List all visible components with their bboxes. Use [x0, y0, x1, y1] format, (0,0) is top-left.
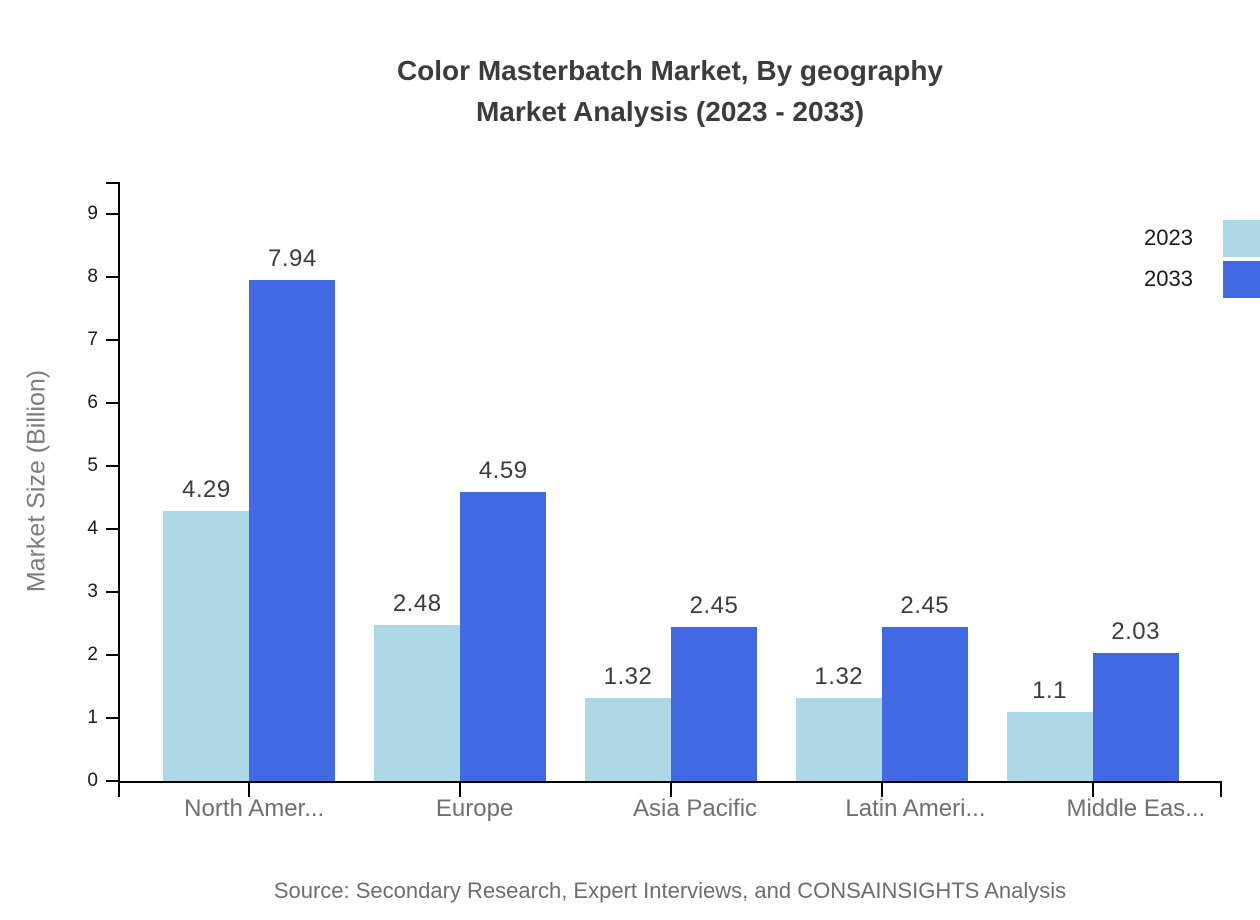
bar-group: 1.32 2.45	[566, 182, 777, 797]
legend-item-2023: 2023	[1144, 219, 1260, 257]
chart-title: Color Masterbatch Market, By geography M…	[118, 50, 1222, 132]
legend: 2023 2033	[1144, 219, 1260, 298]
y-tick-mark	[106, 275, 118, 278]
x-category-labels: North Amer... Europe Asia Pacific Latin Ame…	[120, 795, 1260, 823]
y-tick-mark	[106, 653, 118, 656]
bar-value-label: 2.45	[900, 591, 950, 619]
y-tick-mark	[106, 464, 118, 467]
bar-2033-dark: 2.45	[670, 592, 757, 781]
bar-value-label: 1.32	[814, 662, 864, 690]
y-tick-label: 0	[87, 770, 98, 791]
y-tick-label: 9	[87, 202, 98, 224]
bar-value-label: 2.48	[392, 589, 442, 617]
y-axis-end-tick	[106, 182, 118, 184]
y-tick-mark	[106, 590, 118, 593]
y-axis-ticks: 0 1 2 3 4 5 6 7 8 9	[87, 182, 1222, 791]
y-tick-mark	[106, 527, 118, 530]
bar-2023-light: 1.1	[1006, 677, 1093, 781]
chart-title-line1: Color Masterbatch Market, By geography	[396, 55, 944, 86]
x-category-label: Europe	[435, 795, 514, 822]
y-tick-label: 8	[87, 265, 98, 287]
x-tick-mark	[1091, 783, 1094, 797]
y-tick-mark	[106, 780, 118, 782]
x-axis-right-end-tick	[1220, 783, 1222, 797]
x-tick-mark	[669, 783, 672, 797]
x-category-label: Asia Pacific	[632, 795, 758, 822]
plot-area: 0 1 2 3 4 5 6 7 8 9 4.29 7.94 2.48 4.59 1.32 2.45 1.32 2…	[87, 182, 1222, 797]
bar-value-label: 4.59	[478, 456, 528, 484]
bar-group: 1.32 2.45	[776, 182, 987, 797]
y-tick-label: 3	[87, 580, 98, 602]
bar-group: 4.29 7.94	[144, 182, 355, 797]
y-tick-mark	[106, 212, 118, 215]
x-category-label: Middle Eas...	[1066, 795, 1206, 822]
x-category-label: Latin Ameri...	[845, 795, 986, 822]
y-tick-label: 5	[87, 454, 98, 476]
bar-value-label: 1.32	[603, 662, 653, 690]
y-tick-label: 6	[87, 391, 98, 413]
x-tick-mark	[880, 783, 883, 797]
bar-2033-dark: 2.03	[1092, 618, 1179, 781]
y-tick-label: 2	[87, 643, 98, 665]
bar-group: 1.1 2.03	[987, 182, 1198, 797]
bar-2033-dark: 7.94	[249, 245, 336, 781]
bar-2023-light: 1.32	[584, 663, 671, 781]
bar-2023-light: 2.48	[374, 590, 461, 781]
y-tick-label: 7	[87, 328, 98, 350]
x-axis-left-end-tick	[118, 783, 120, 797]
bar-value-label: 2.45	[689, 591, 739, 619]
bar-value-label: 4.29	[182, 475, 231, 503]
x-category-label: North Amer...	[184, 795, 325, 822]
bar-2033-dark: 4.59	[460, 457, 547, 781]
x-tick-mark	[459, 783, 462, 797]
legend-label: 2023	[1144, 225, 1193, 250]
bar-value-label: 2.03	[1111, 618, 1160, 646]
bar-2033-dark: 2.45	[881, 592, 968, 781]
legend-label: 2033	[1144, 266, 1193, 291]
y-tick-label: 1	[87, 706, 98, 728]
y-tick-mark	[106, 716, 118, 719]
chart-title-line2: Market Analysis (2023 - 2033)	[475, 96, 865, 127]
bar-2023-light: 1.32	[795, 663, 882, 781]
bar-value-label: 7.94	[268, 245, 317, 273]
y-tick-mark	[106, 338, 118, 341]
legend-swatch	[1223, 219, 1260, 257]
y-tick-label: 4	[87, 517, 98, 539]
x-tick-mark	[248, 783, 251, 797]
legend-swatch	[1223, 260, 1260, 298]
bar-value-label: 1.1	[1032, 676, 1068, 704]
bar-groups: 4.29 7.94 2.48 4.59 1.32 2.45 1.32 2.45 1.1 2.03	[120, 182, 1222, 797]
legend-item-2033: 2033	[1144, 260, 1260, 298]
bar-2023-light: 4.29	[163, 476, 250, 781]
bar-group: 2.48 4.59	[355, 182, 566, 797]
y-tick-mark	[106, 401, 118, 404]
source-note: Source: Secondary Research, Expert Inter…	[273, 878, 1067, 903]
